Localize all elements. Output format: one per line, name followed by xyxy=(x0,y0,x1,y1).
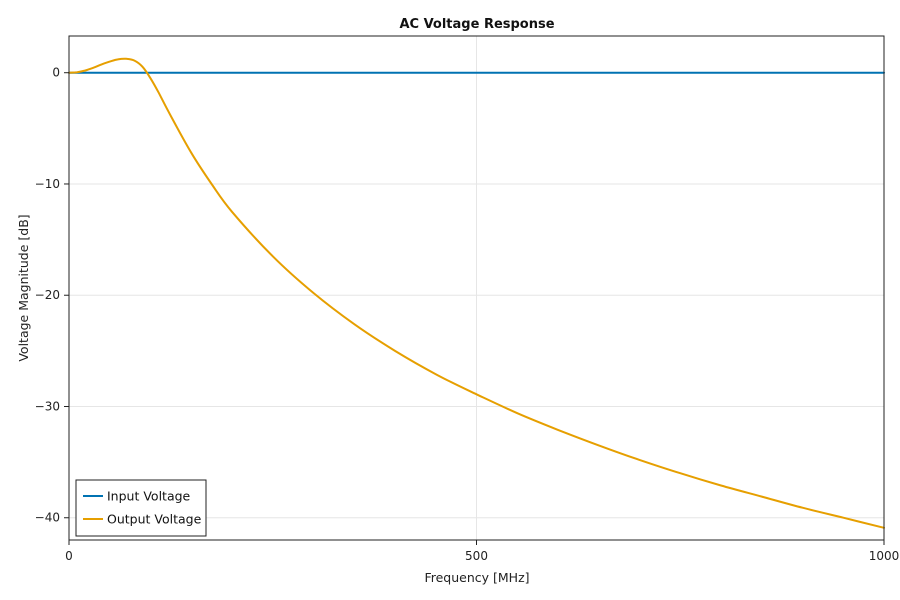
y-tick-label: −30 xyxy=(35,399,60,413)
legend-box xyxy=(75,479,207,537)
x-tick-label: 1000 xyxy=(869,549,900,563)
output-voltage-line xyxy=(68,57,885,529)
x-tick-label: 0 xyxy=(65,549,73,563)
y-tick-label: −20 xyxy=(35,288,60,302)
legend-label: Output Voltage xyxy=(107,512,202,527)
legend-label: Input Voltage xyxy=(107,489,191,504)
y-tick-label: −40 xyxy=(35,511,60,525)
grid-lines xyxy=(68,36,885,540)
series-lines xyxy=(68,57,885,529)
chart-title: AC Voltage Response xyxy=(399,17,554,32)
legend: Input Voltage Output Voltage xyxy=(75,479,207,537)
axis-ticks: 0 500 1000 0 −10 −20 −30 −40 xyxy=(35,66,900,563)
y-axis-title: Voltage Magnitude [dB] xyxy=(16,214,31,361)
y-tick-label: 0 xyxy=(52,66,60,80)
x-tick-label: 500 xyxy=(465,549,488,563)
y-tick-label: −10 xyxy=(35,177,60,191)
x-axis-title: Frequency [MHz] xyxy=(424,570,529,585)
